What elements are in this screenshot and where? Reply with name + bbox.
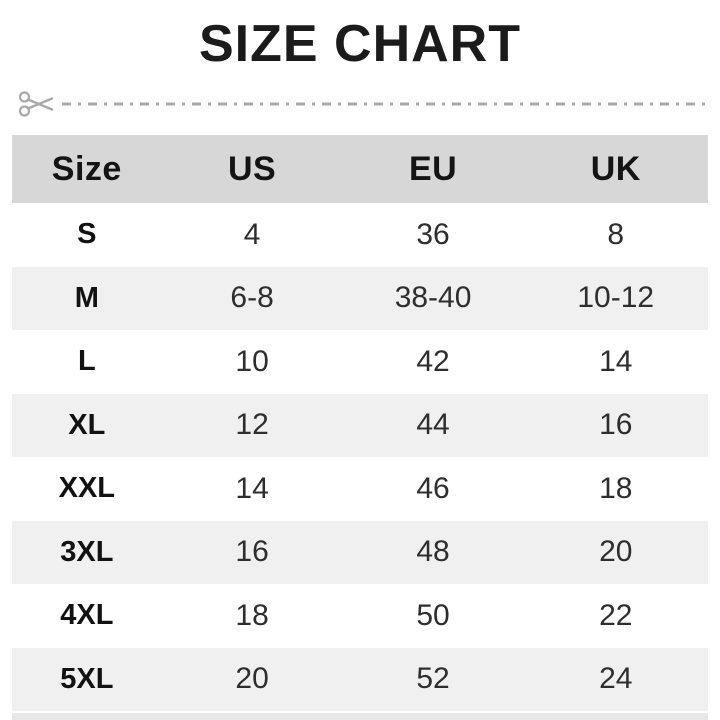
scissors-icon (18, 91, 54, 117)
eu-cell: 50 (416, 598, 450, 632)
table-row-3xl: 3XL 16 48 20 (12, 520, 708, 584)
eu-cell: 44 (416, 408, 450, 442)
table-row-4xl: 4XL 18 50 22 (12, 584, 708, 648)
size-cell: M (74, 281, 99, 314)
uk-cell: 22 (599, 598, 633, 632)
next-row-edge (12, 713, 708, 720)
uk-cell: 20 (599, 535, 633, 569)
eu-cell: 38-40 (394, 281, 472, 315)
us-cell: 16 (235, 535, 269, 569)
uk-cell: 14 (599, 344, 633, 378)
table-row-xl: XL 12 44 16 (12, 393, 708, 457)
column-header-us: US (227, 149, 277, 188)
us-cell: 6-8 (230, 281, 274, 315)
size-cell: 5XL (60, 662, 114, 695)
column-header-uk: UK (590, 149, 641, 188)
cut-line (18, 90, 712, 118)
uk-cell: 8 (607, 217, 625, 251)
page-title: SIZE CHART (199, 15, 521, 73)
us-cell: 10 (235, 344, 269, 378)
size-cell: L (77, 345, 96, 378)
uk-cell: 18 (599, 471, 633, 505)
uk-cell: 16 (599, 408, 633, 442)
eu-cell: 46 (416, 471, 450, 505)
size-cell: 4XL (60, 599, 114, 632)
size-cell: XXL (58, 472, 116, 505)
table-row-l: L 10 42 14 (12, 330, 708, 394)
table-row-m: M 6-8 38-40 10-12 (12, 266, 708, 330)
eu-cell: 42 (416, 344, 450, 378)
uk-cell: 10-12 (577, 281, 655, 315)
size-cell: XL (68, 408, 106, 441)
us-cell: 18 (235, 598, 269, 632)
us-cell: 4 (243, 217, 261, 251)
table-header-row: Size US EU UK (12, 135, 708, 203)
table-row-xxl: XXL 14 46 18 (12, 457, 708, 521)
us-cell: 12 (235, 408, 269, 442)
table-row-s: S 4 36 8 (12, 203, 708, 267)
dashed-cut-line (62, 102, 712, 106)
eu-cell: 36 (416, 217, 450, 251)
eu-cell: 48 (416, 535, 450, 569)
eu-cell: 52 (416, 662, 450, 696)
us-cell: 14 (235, 471, 269, 505)
size-cell: S (77, 218, 97, 251)
table-row-5xl: 5XL 20 52 24 (12, 647, 708, 711)
column-header-size: Size (51, 149, 122, 188)
us-cell: 20 (235, 662, 269, 696)
size-cell: 3XL (60, 535, 114, 568)
column-header-eu: EU (408, 149, 458, 188)
uk-cell: 24 (599, 662, 633, 696)
size-chart-table: Size US EU UK S 4 36 8 M 6-8 38-40 10-12… (12, 135, 708, 711)
